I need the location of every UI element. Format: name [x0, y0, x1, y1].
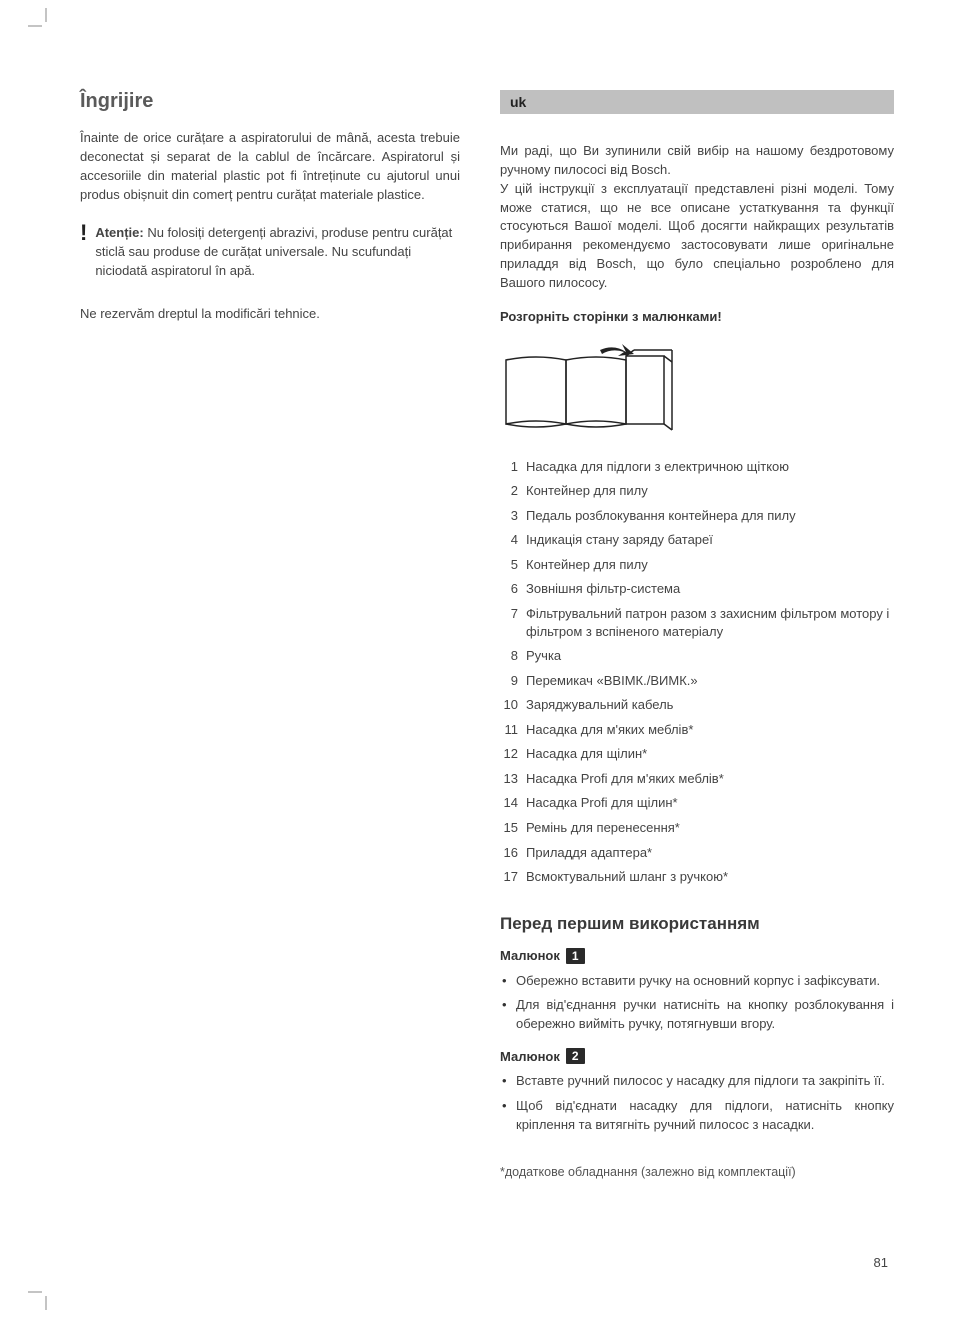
parts-list-item: 11 Насадка для м'яких меблів*: [500, 721, 894, 739]
part-text: Насадка для щілин*: [526, 745, 894, 763]
right-column: uk Ми раді, що Ви зупинили свій вибір на…: [500, 90, 894, 1278]
part-number: 9: [500, 672, 518, 690]
parts-list-item: 15 Ремінь для перенесення*: [500, 819, 894, 837]
part-number: 5: [500, 556, 518, 574]
parts-list-item: 4 Індикація стану заряду батареї: [500, 531, 894, 549]
warning-label: Atenție:: [95, 225, 143, 240]
disclaimer: Ne rezervăm dreptul la modificări tehnic…: [80, 305, 460, 324]
part-text: Педаль розблокування контейнера для пилу: [526, 507, 894, 525]
page-content: Îngrijire Înainte de orice curățare a as…: [80, 90, 894, 1278]
warning-block: ! Atenție: Nu folosiți detergenți abrazi…: [80, 224, 460, 281]
part-text: Перемикач «ВВІМК./ВИМК.»: [526, 672, 894, 690]
figure-1-bullets: Обережно вставити ручку на основний корп…: [500, 972, 894, 1035]
bullet-item: Щоб від'єднати насадку для підлоги, нати…: [500, 1097, 894, 1135]
part-text: Ремінь для перенесення*: [526, 819, 894, 837]
part-number: 7: [500, 605, 518, 623]
parts-list-item: 7 Фільтрувальний патрон разом з захисним …: [500, 605, 894, 640]
left-column: Îngrijire Înainte de orice curățare a as…: [80, 90, 460, 1278]
parts-list-item: 13 Насадка Profi для м'яких меблів*: [500, 770, 894, 788]
parts-list-item: 3 Педаль розблокування контейнера для пил…: [500, 507, 894, 525]
part-number: 17: [500, 868, 518, 886]
figure-number-1: 1: [566, 948, 585, 964]
part-text: Контейнер для пилу: [526, 556, 894, 574]
page-number: 81: [874, 1255, 888, 1270]
exclamation-icon: !: [80, 224, 87, 242]
crop-mark-tl: [28, 8, 64, 44]
warning-text: Atenție: Nu folosiți detergenți abrazivi…: [95, 224, 460, 281]
part-number: 10: [500, 696, 518, 714]
part-number: 1: [500, 458, 518, 476]
part-text: Зовнішня фільтр-система: [526, 580, 894, 598]
part-number: 13: [500, 770, 518, 788]
part-number: 12: [500, 745, 518, 763]
parts-list-item: 6 Зовнішня фільтр-система: [500, 580, 894, 598]
parts-list-item: 10 Заряджувальний кабель: [500, 696, 894, 714]
before-use-heading: Перед першим використанням: [500, 914, 894, 934]
part-text: Індикація стану заряду батареї: [526, 531, 894, 549]
part-text: Заряджувальний кабель: [526, 696, 894, 714]
part-number: 15: [500, 819, 518, 837]
figure-word: Малюнок: [500, 1049, 560, 1064]
part-text: Фільтрувальний патрон разом з захисним ф…: [526, 605, 894, 640]
parts-list-item: 5 Контейнер для пилу: [500, 556, 894, 574]
crop-mark-bl: [28, 1274, 64, 1310]
part-number: 8: [500, 647, 518, 665]
parts-list-item: 2 Контейнер для пилу: [500, 482, 894, 500]
figure-number-2: 2: [566, 1048, 585, 1064]
parts-list-item: 9 Перемикач «ВВІМК./ВИМК.»: [500, 672, 894, 690]
parts-list-item: 16 Приладдя адаптера*: [500, 844, 894, 862]
parts-list-item: 1 Насадка для підлоги з електричною щітко…: [500, 458, 894, 476]
bullet-item: Для від'єднання ручки натисніть на кнопк…: [500, 996, 894, 1034]
part-number: 6: [500, 580, 518, 598]
parts-list-item: 8 Ручка: [500, 647, 894, 665]
care-intro: Înainte de orice curățare a aspiratorulu…: [80, 129, 460, 204]
part-text: Насадка Profi для щілин*: [526, 794, 894, 812]
parts-list: 1 Насадка для підлоги з електричною щітко…: [500, 458, 894, 886]
figure-2-bullets: Вставте ручний пилосос у насадку для під…: [500, 1072, 894, 1135]
part-number: 11: [500, 721, 518, 739]
part-text: Приладдя адаптера*: [526, 844, 894, 862]
unfold-instruction: Розгорніть сторінки з малюнками!: [500, 309, 894, 324]
warning-body: Nu folosiți detergenți abrazivi, produse…: [95, 225, 452, 278]
part-number: 2: [500, 482, 518, 500]
part-number: 16: [500, 844, 518, 862]
figure-1-label: Малюнок 1: [500, 948, 894, 964]
bullet-item: Обережно вставити ручку на основний корп…: [500, 972, 894, 991]
uk-intro: Ми раді, що Ви зупинили свій вибір на на…: [500, 142, 894, 293]
bullet-item: Вставте ручний пилосос у насадку для під…: [500, 1072, 894, 1091]
figure-word: Малюнок: [500, 948, 560, 963]
part-text: Насадка для підлоги з електричною щіткою: [526, 458, 894, 476]
part-number: 4: [500, 531, 518, 549]
parts-list-item: 12 Насадка для щілин*: [500, 745, 894, 763]
language-badge: uk: [500, 90, 894, 114]
part-text: Насадка Profi для м'яких меблів*: [526, 770, 894, 788]
parts-list-item: 14 Насадка Profi для щілин*: [500, 794, 894, 812]
part-text: Насадка для м'яких меблів*: [526, 721, 894, 739]
care-heading: Îngrijire: [80, 90, 460, 113]
figure-2-label: Малюнок 2: [500, 1048, 894, 1064]
booklet-icon: [500, 342, 680, 437]
part-text: Всмоктувальний шланг з ручкою*: [526, 868, 894, 886]
part-number: 3: [500, 507, 518, 525]
part-text: Ручка: [526, 647, 894, 665]
parts-list-item: 17 Всмоктувальний шланг з ручкою*: [500, 868, 894, 886]
footnote: *додаткове обладнання (залежно від компл…: [500, 1165, 894, 1179]
part-number: 14: [500, 794, 518, 812]
part-text: Контейнер для пилу: [526, 482, 894, 500]
